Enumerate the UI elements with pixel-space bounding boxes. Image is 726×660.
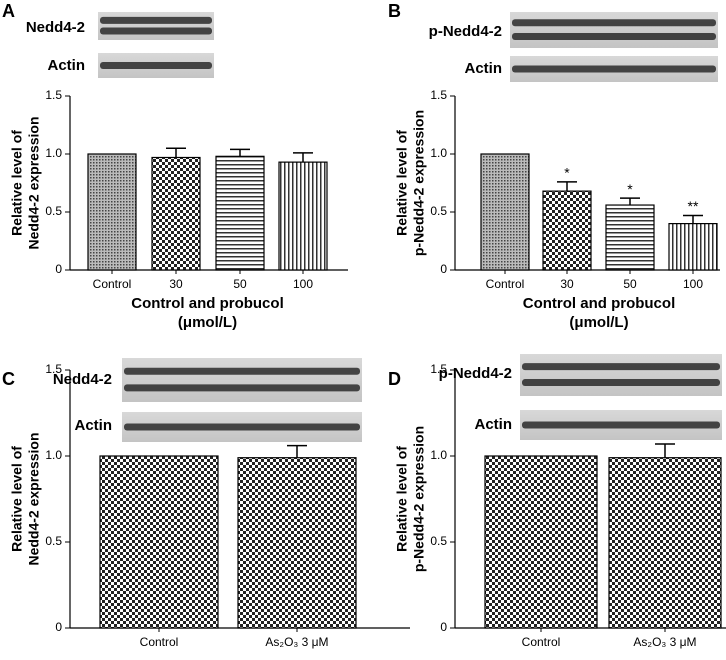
- y-tick-label: 0.5: [430, 534, 447, 548]
- significance: *: [564, 165, 570, 181]
- y-tick-label: 0.5: [430, 204, 447, 218]
- blot-band: [512, 32, 716, 40]
- blot-band: [522, 363, 720, 371]
- blot-label: Actin: [75, 417, 113, 434]
- y-axis-label: Relative level of: [9, 130, 25, 236]
- x-tick-label: Control: [140, 635, 179, 649]
- x-axis-label: Control and probucol: [131, 295, 283, 312]
- bar: [608, 457, 722, 629]
- bar: [605, 204, 655, 271]
- blot-band: [522, 421, 720, 429]
- y-tick-label: 0.5: [45, 204, 62, 218]
- y-tick-label: 0: [55, 620, 62, 634]
- y-axis-label: Relative level of: [9, 446, 25, 552]
- x-tick-label: 100: [293, 277, 313, 291]
- x-tick-label: Control: [486, 277, 525, 291]
- panel-letter: D: [388, 369, 401, 389]
- blot-image: [98, 12, 214, 40]
- blot-label: Actin: [48, 57, 86, 74]
- bar: [215, 155, 265, 271]
- x-axis-label: Control and probucol: [523, 295, 675, 312]
- x-tick-label: 30: [560, 277, 574, 291]
- blot-label: Nedd4-2: [53, 371, 112, 388]
- x-tick-label: As₂O₃ 3 μM: [265, 635, 328, 649]
- blot-label: Nedd4-2: [26, 19, 85, 36]
- x-axis-label: (μmol/L): [569, 314, 628, 331]
- y-tick-label: 1.0: [430, 448, 447, 462]
- x-axis-label: (μmol/L): [178, 314, 237, 331]
- panel-letter: C: [2, 369, 15, 389]
- y-tick-label: 1.0: [45, 146, 62, 160]
- y-tick-label: 1.5: [430, 362, 447, 376]
- panel-letter: A: [2, 1, 15, 21]
- bar: [484, 455, 598, 629]
- y-tick-label: 0: [440, 620, 447, 634]
- y-axis-label: Relative level of: [394, 130, 410, 236]
- x-tick-label: 50: [233, 277, 247, 291]
- blot-image: [520, 354, 722, 396]
- y-axis-label: Nedd4-2 expression: [26, 432, 42, 565]
- x-tick-label: As₂O₃ 3 μM: [633, 635, 696, 649]
- blot-band: [512, 65, 716, 73]
- blot-label: p-Nedd4-2: [439, 365, 512, 382]
- y-tick-label: 0.5: [45, 534, 62, 548]
- y-axis-label: p-Nedd4-2 expression: [411, 426, 427, 572]
- blot-band: [100, 16, 212, 24]
- bar: [99, 455, 219, 629]
- blot-image: [510, 12, 718, 48]
- blot-band: [124, 367, 360, 375]
- x-tick-label: 50: [623, 277, 637, 291]
- blot-band: [522, 379, 720, 387]
- x-tick-label: Control: [522, 635, 561, 649]
- bar: [237, 457, 357, 629]
- x-tick-label: 100: [683, 277, 703, 291]
- y-tick-label: 1.5: [45, 88, 62, 102]
- significance: *: [627, 181, 633, 197]
- bar: [151, 156, 201, 271]
- y-tick-label: 1.0: [430, 146, 447, 160]
- y-tick-label: 1.5: [45, 362, 62, 376]
- bar: [542, 190, 592, 271]
- y-axis-label: Relative level of: [394, 446, 410, 552]
- blot-band: [124, 384, 360, 392]
- panel-letter: B: [388, 1, 401, 21]
- blot-label: Actin: [465, 60, 503, 77]
- y-tick-label: 1.5: [430, 88, 447, 102]
- x-tick-label: 30: [169, 277, 183, 291]
- significance: **: [688, 198, 699, 214]
- blot-image: [122, 358, 362, 402]
- x-tick-label: Control: [93, 277, 132, 291]
- y-tick-label: 1.0: [45, 448, 62, 462]
- bar: [480, 153, 530, 271]
- y-tick-label: 0: [440, 262, 447, 276]
- blot-band: [100, 27, 212, 35]
- blot-band: [124, 423, 360, 431]
- y-tick-label: 0: [55, 262, 62, 276]
- blot-band: [100, 62, 212, 69]
- blot-label: Actin: [475, 416, 513, 433]
- y-axis-label: Nedd4-2 expression: [26, 116, 42, 249]
- bar: [278, 161, 328, 271]
- bar: [87, 153, 137, 271]
- bar: [668, 223, 718, 271]
- blot-label: p-Nedd4-2: [429, 23, 502, 40]
- y-axis-label: p-Nedd4-2 expression: [411, 110, 427, 256]
- blot-band: [512, 19, 716, 27]
